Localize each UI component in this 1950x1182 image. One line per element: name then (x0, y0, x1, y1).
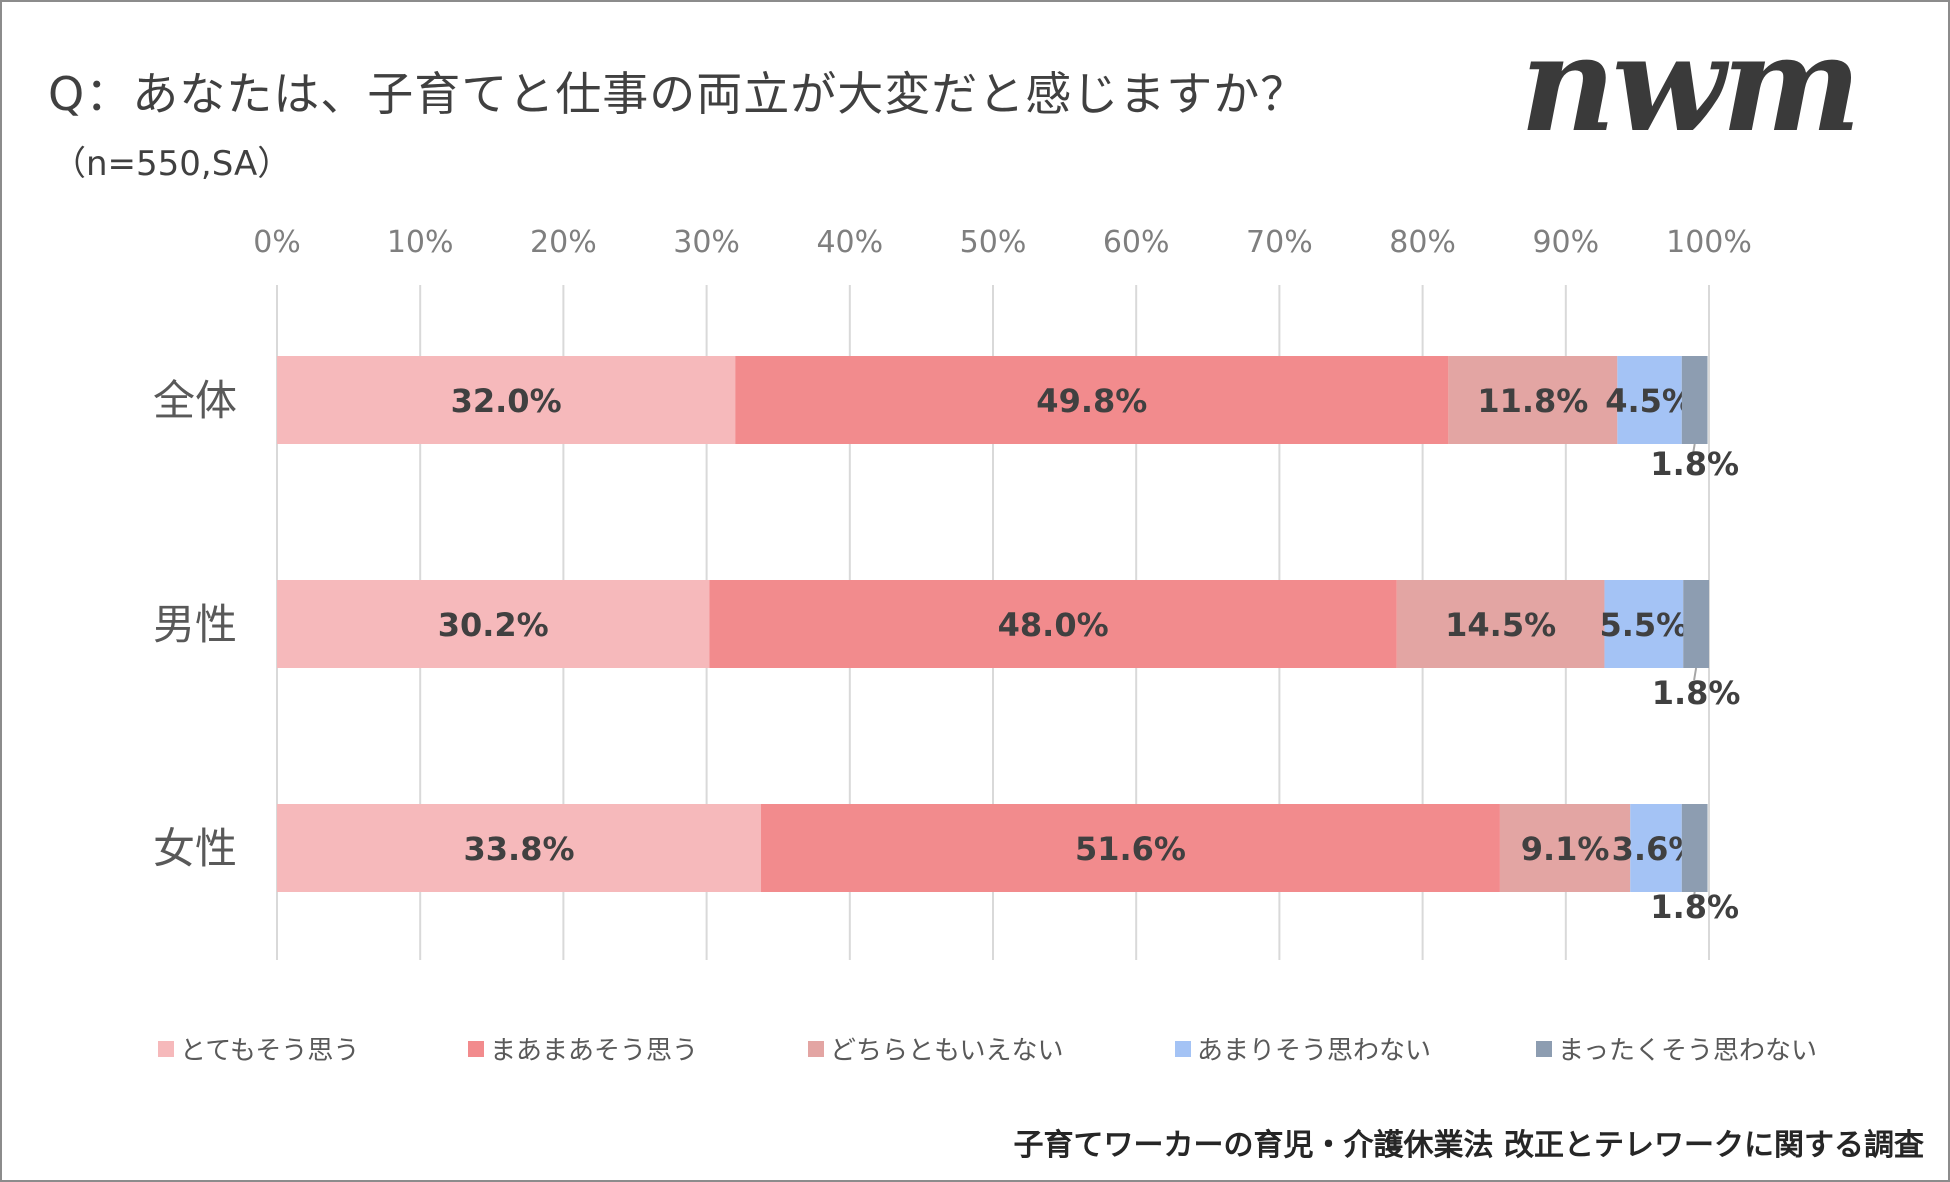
legend-label: まあまあそう思う (490, 1036, 699, 1066)
chart-subtitle: （n=550,SA） (52, 144, 292, 184)
chart-legend: とてもそう思う まあまあそう思う どちらともいえない あまりそう思わない まったくそう思… (0, 1030, 1950, 1066)
legend-item: とてもそう思う (158, 1030, 359, 1067)
legend-swatch (1175, 1040, 1191, 1057)
data-label: 11.8% (1477, 382, 1588, 420)
bar-segment (277, 356, 736, 444)
x-tick-label: 50% (960, 225, 1027, 260)
legend-swatch (468, 1040, 484, 1057)
data-label: 4.5% (1605, 382, 1694, 420)
data-label: 33.8% (464, 830, 575, 868)
category-label: 女性 (153, 824, 237, 873)
x-tick-label: 70% (1246, 225, 1313, 260)
data-label: 1.8% (1650, 888, 1739, 926)
legend-item: まったくそう思わない (1536, 1030, 1817, 1067)
legend-label: あまりそう思わない (1197, 1036, 1432, 1066)
bar-segment (1681, 804, 1708, 892)
x-tick-label: 0% (253, 225, 301, 260)
x-tick-label: 60% (1103, 225, 1170, 260)
legend-label: とてもそう思う (180, 1036, 360, 1066)
x-tick-label: 10% (387, 225, 454, 260)
bar-segment (1448, 356, 1618, 444)
x-tick-label: 100% (1666, 225, 1752, 260)
category-label: 全体 (153, 376, 237, 425)
data-label: 14.5% (1445, 606, 1556, 644)
legend-item: あまりそう思わない (1175, 1030, 1431, 1067)
chart-title: Q：あなたは、子育てと仕事の両立が大変だと感じますか？ (48, 67, 1308, 121)
legend-item: まあまあそう思う (468, 1030, 698, 1067)
legend-swatch (158, 1040, 174, 1057)
bar-segment (1499, 804, 1631, 892)
leader-line (1691, 443, 1696, 457)
bar-segment (277, 580, 710, 668)
bar-segment (1681, 356, 1708, 444)
bar-segment (277, 804, 762, 892)
bar-segment (1617, 356, 1682, 444)
data-label: 5.5% (1599, 606, 1688, 644)
data-label: 49.8% (1036, 382, 1147, 420)
source-footer: 子育てワーカーの育児・介護休業法 改正とテレワークに関する調査 (1013, 1128, 1924, 1163)
data-label: 9.1% (1521, 830, 1610, 868)
x-tick-label: 20% (530, 225, 597, 260)
legend-label: どちらともいえない (830, 1036, 1064, 1066)
leader-line (1691, 891, 1696, 905)
legend-label: まったくそう思わない (1558, 1036, 1817, 1066)
bar-segment (1604, 580, 1684, 668)
bar-segment (735, 356, 1449, 444)
data-label: 32.0% (451, 382, 562, 420)
bar-segment (761, 804, 1500, 892)
category-label: 男性 (153, 600, 237, 649)
legend-swatch (808, 1040, 824, 1057)
legend-swatch (1536, 1040, 1552, 1057)
bar-segment (709, 580, 1397, 668)
bar-segment (1630, 804, 1682, 892)
leader-line (1693, 667, 1698, 681)
x-tick-label: 80% (1389, 225, 1456, 260)
data-label: 1.8% (1650, 445, 1739, 483)
data-label: 51.6% (1075, 830, 1186, 868)
brand-logo: nwm (1520, 7, 1861, 162)
x-tick-label: 40% (816, 225, 883, 260)
x-tick-label: 30% (673, 225, 740, 260)
data-label: 48.0% (998, 606, 1109, 644)
bar-segment (1396, 580, 1605, 668)
bar-segment (1683, 580, 1709, 668)
data-label: 1.8% (1652, 674, 1741, 712)
legend-item: どちらともいえない (808, 1030, 1063, 1067)
data-label: 30.2% (438, 606, 549, 644)
x-tick-label: 90% (1532, 225, 1599, 260)
